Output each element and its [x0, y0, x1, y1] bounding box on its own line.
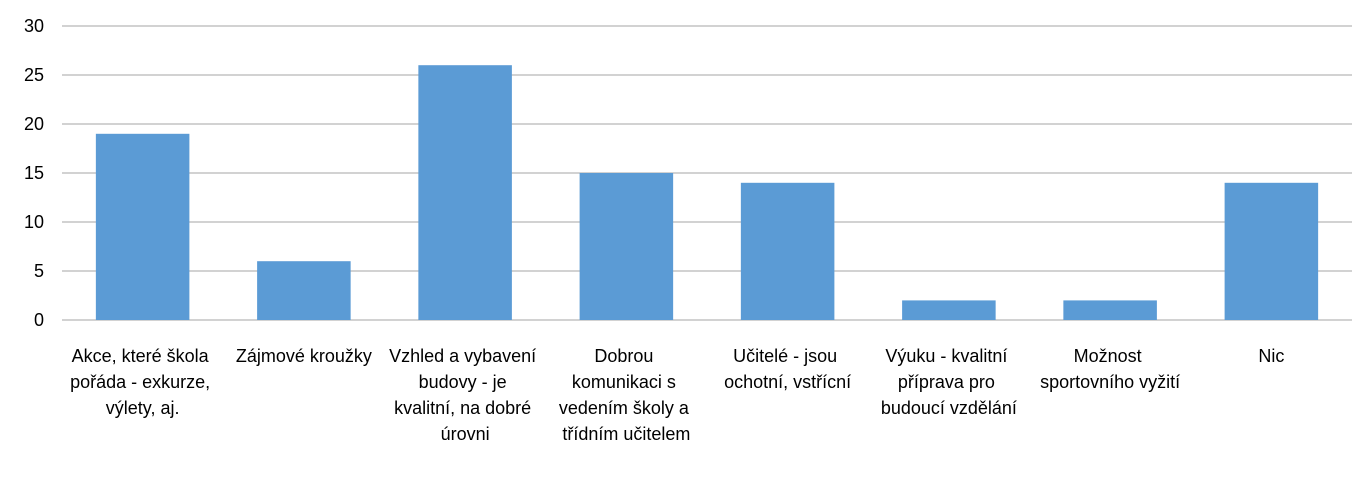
y-tick-label: 5: [34, 261, 44, 281]
y-tick-label: 30: [24, 16, 44, 36]
bar: [579, 173, 674, 320]
bar: [1063, 300, 1157, 320]
y-tick-label: 20: [24, 114, 44, 134]
bar: [95, 133, 190, 320]
y-tick-label: 10: [24, 212, 44, 232]
y-tick-label: 25: [24, 65, 44, 85]
x-tick-label: Vzhled a vybavení budovy - je kvalitní, …: [389, 346, 541, 444]
y-tick-label: 15: [24, 163, 44, 183]
bar: [902, 300, 996, 320]
x-tick-label: Nic: [1258, 346, 1284, 366]
bar: [257, 261, 351, 320]
y-tick-label: 0: [34, 310, 44, 330]
x-tick-label: Dobrou komunikaci s vedením školy a tříd…: [559, 346, 694, 444]
x-tick-label: Akce, které škola pořáda - exkurze, výle…: [70, 346, 215, 418]
x-tick-label: Výuku - kvalitní příprava pro budoucí vz…: [881, 346, 1017, 418]
bar: [418, 65, 512, 320]
x-tick-label: Učitelé - jsou ochotní, vstřícní: [724, 346, 851, 392]
x-tick-label: Možnost sportovního vyžití: [1040, 346, 1180, 392]
bar: [740, 182, 835, 320]
bar: [1224, 182, 1319, 320]
x-tick-label: Zájmové kroužky: [236, 346, 372, 366]
